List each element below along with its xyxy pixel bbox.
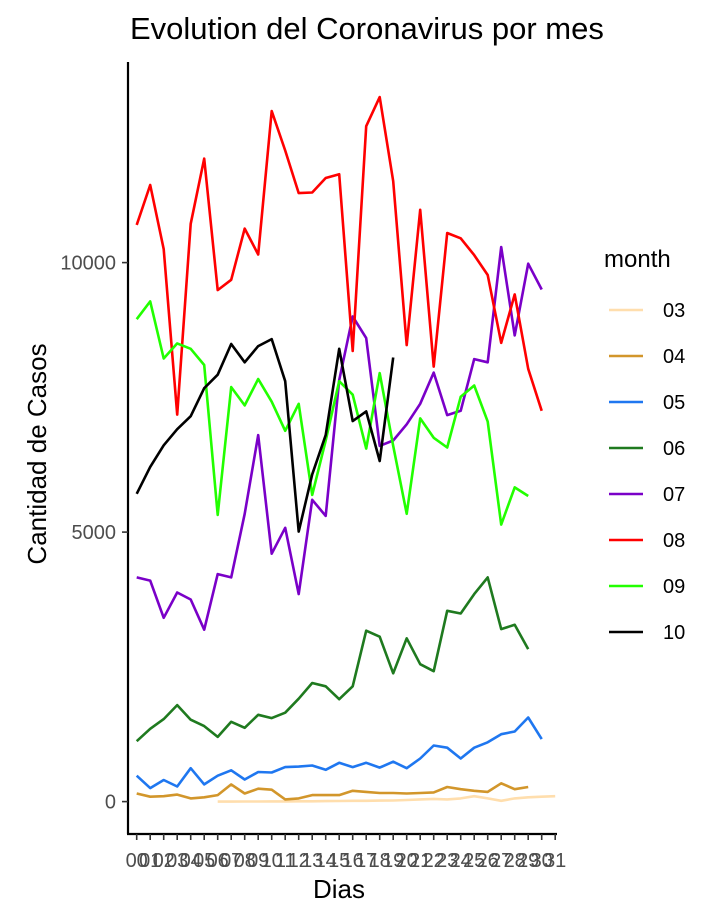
- x-tick-label: 11: [275, 850, 296, 872]
- x-tick-label: 15: [328, 850, 350, 872]
- y-tick-label: 5000: [72, 522, 117, 544]
- series-line-08: [135, 95, 543, 416]
- x-tick-label: 08: [234, 850, 256, 872]
- y-tick-label: 0: [105, 792, 116, 814]
- series-line-04: [136, 782, 529, 801]
- y-tick-label: 10000: [60, 253, 116, 275]
- x-axis-title: Dias: [313, 874, 365, 904]
- series-line-09: [135, 300, 529, 526]
- x-tick-label: 24: [450, 850, 472, 872]
- x-tick-label: 26: [477, 850, 499, 872]
- x-tick-label: 22: [423, 850, 445, 872]
- y-axis-ticks: 0 5000 10000: [60, 253, 128, 814]
- x-tick-label: 30: [531, 850, 553, 872]
- x-tick-label: 16: [342, 850, 364, 872]
- x-tick-label: 13: [301, 850, 323, 872]
- x-tick-label: 00: [126, 850, 148, 872]
- x-tick-label: 28: [504, 850, 526, 872]
- legend-label-08: 08: [663, 530, 685, 552]
- series-line-10: [135, 337, 395, 533]
- legend-label-09: 09: [663, 576, 685, 598]
- x-tick-label: 19: [382, 850, 404, 872]
- series-line-07: [136, 245, 543, 631]
- legend-label-04: 04: [663, 346, 685, 368]
- x-tick-label: 17: [355, 850, 377, 872]
- x-tick-label: 06: [207, 850, 229, 872]
- x-tick-label: 31: [544, 850, 566, 872]
- series-line-06: [135, 576, 530, 743]
- legend-label-07: 07: [663, 484, 685, 506]
- x-tick-label: 07: [220, 850, 242, 872]
- x-tick-label: 20: [396, 850, 418, 872]
- legend-label-06: 06: [663, 438, 685, 460]
- y-axis-title: Cantidad de Casos: [22, 343, 52, 564]
- x-tick-label: 23: [436, 850, 458, 872]
- x-tick-label: 12: [288, 850, 310, 872]
- legend-label-03: 03: [663, 300, 685, 322]
- x-tick-label: 03: [166, 850, 188, 872]
- legend: month 03 04 05 06 07 08 09 10: [604, 246, 685, 644]
- legend-title: month: [604, 246, 671, 273]
- x-tick-label: 27: [490, 850, 512, 872]
- x-axis-ticks: 0001020304050607080910111213141516171819…: [126, 834, 566, 872]
- x-tick-label: 05: [193, 850, 215, 872]
- series-line-03: [217, 794, 556, 803]
- legend-label-05: 05: [663, 392, 685, 414]
- x-tick-label: 29: [517, 850, 539, 872]
- chart-title: Evolution del Coronavirus por mes: [130, 11, 604, 46]
- x-tick-label: 21: [409, 850, 431, 872]
- series-lines: [135, 95, 556, 803]
- x-tick-label: 14: [315, 850, 337, 872]
- x-tick-label: 04: [180, 850, 202, 872]
- series-line-05: [135, 716, 543, 790]
- x-tick-label: 25: [463, 850, 485, 872]
- x-tick-label: 01: [139, 850, 161, 872]
- legend-label-10: 10: [663, 622, 685, 644]
- x-tick-label: 18: [369, 850, 391, 872]
- x-tick-label: 02: [153, 850, 175, 872]
- x-tick-label: 10: [261, 850, 283, 872]
- x-tick-label: 09: [247, 850, 269, 872]
